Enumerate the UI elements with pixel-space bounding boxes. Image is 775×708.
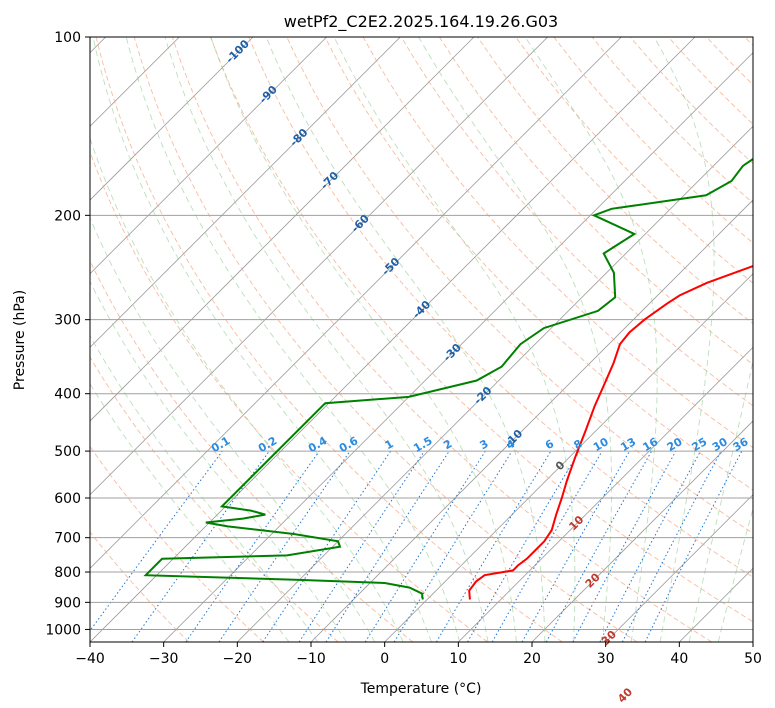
isotherm-line <box>752 641 753 642</box>
moist-adiabat-line <box>717 506 753 642</box>
moist-adiabat-line <box>92 37 432 642</box>
dry-adiabat-line <box>90 259 414 642</box>
isotherm-line <box>90 37 254 201</box>
mixing-ratio-line <box>131 450 270 642</box>
isotherm-line <box>458 346 753 642</box>
moist-adiabat-line <box>333 37 576 642</box>
mixing-ratio-line <box>644 450 743 642</box>
y-tick-label: 100 <box>54 30 81 46</box>
moist-adiabat-line <box>210 37 517 642</box>
dry-adiabat-line <box>171 37 712 642</box>
mixing-ratio-line <box>218 450 351 642</box>
moist-adiabat-line <box>265 37 546 642</box>
sounding-series <box>143 157 753 600</box>
mixing-ratio-line <box>325 450 450 642</box>
mixing-ratio-line <box>298 450 425 642</box>
dry-adiabat-line <box>133 37 638 642</box>
moist-adiabat-line <box>125 37 461 642</box>
y-tick-label: 900 <box>54 595 81 611</box>
mixing-ratio-line <box>262 450 392 642</box>
dry-adiabat-line <box>90 445 264 642</box>
mixing-ratio-line <box>185 450 320 642</box>
y-tick-label: 400 <box>54 387 81 403</box>
y-tick-label: 700 <box>54 531 81 547</box>
y-tick-label: 600 <box>54 491 81 507</box>
dry-adiabat-line <box>515 37 753 284</box>
x-tick-label: 10 <box>449 651 467 667</box>
plot-border <box>89 36 754 643</box>
dry-adiabat-line <box>324 37 753 491</box>
y-tick-label: 800 <box>54 565 81 581</box>
chart-title: wetPf2_C2E2.2025.164.19.26.G03 <box>284 12 558 32</box>
y-tick-label: 500 <box>54 444 81 460</box>
mixing-ratio-line <box>521 450 630 642</box>
dry-adiabat-line <box>248 37 753 578</box>
x-axis-label: Temperature (°C) <box>360 681 482 697</box>
moist-adiabat-line <box>524 37 658 642</box>
x-tick-label: 50 <box>744 651 762 667</box>
dry-adiabat-line <box>90 356 339 642</box>
dry-adiabat-line <box>400 37 753 407</box>
y-tick-label: 200 <box>54 208 81 224</box>
isotherm-line <box>90 37 401 348</box>
isotherm-line <box>90 37 548 496</box>
x-tick-label: 20 <box>523 651 541 667</box>
isotherm-line <box>384 273 753 642</box>
isotherm-line <box>605 494 753 642</box>
y-tick-label: 1000 <box>45 622 81 638</box>
moist-adiabat-line <box>90 136 404 642</box>
y-tick-label: 300 <box>54 313 81 329</box>
mixing-ratio-line <box>572 450 677 642</box>
series-line-1 <box>468 265 753 600</box>
isotherm-line <box>531 420 753 642</box>
moist-adiabat-line <box>90 216 376 642</box>
isotherm-line <box>163 52 753 642</box>
dry-adiabat-line <box>210 37 753 623</box>
moist-adiabat-line <box>90 280 347 642</box>
axes: −40 −30 −20 −10 0 10 20 30 40 50 1000 900 800 700 600 5… <box>45 30 762 667</box>
moist-adiabat-line <box>164 37 489 642</box>
x-tick-label: 40 <box>670 651 688 667</box>
dry-adiabat-line <box>90 531 190 642</box>
plot-frame <box>90 37 753 642</box>
isotherm-line <box>90 37 327 275</box>
x-tick-label: 30 <box>597 651 615 667</box>
moist-adiabat-line <box>418 37 613 642</box>
mixing-ratio-lines <box>90 450 743 642</box>
x-tick-label: −30 <box>149 651 179 667</box>
isotherm-label: 40 <box>615 685 635 705</box>
dry-adiabat-line <box>95 37 563 642</box>
x-tick-label: 0 <box>380 651 389 667</box>
series-line-2 <box>143 157 753 600</box>
mixing-ratio-line <box>90 450 223 632</box>
isotherm-line <box>90 37 696 642</box>
y-axis-label: Pressure (hPa) <box>12 290 28 390</box>
dry-adiabat-line <box>439 37 753 365</box>
moist-adiabat-line <box>90 334 319 642</box>
isotherm-line <box>90 37 475 422</box>
moist-adiabat-line <box>90 383 290 642</box>
x-tick-label: −20 <box>223 651 253 667</box>
adiabat-lines <box>90 37 753 642</box>
mixing-ratio-line <box>545 450 653 642</box>
x-tick-label: −40 <box>75 651 105 667</box>
dry-adiabat-line <box>90 150 488 642</box>
isotherm-line <box>90 37 622 569</box>
mixing-ratio-line <box>393 450 513 642</box>
x-tick-label: −10 <box>296 651 326 667</box>
moist-adiabat-line <box>688 358 753 642</box>
